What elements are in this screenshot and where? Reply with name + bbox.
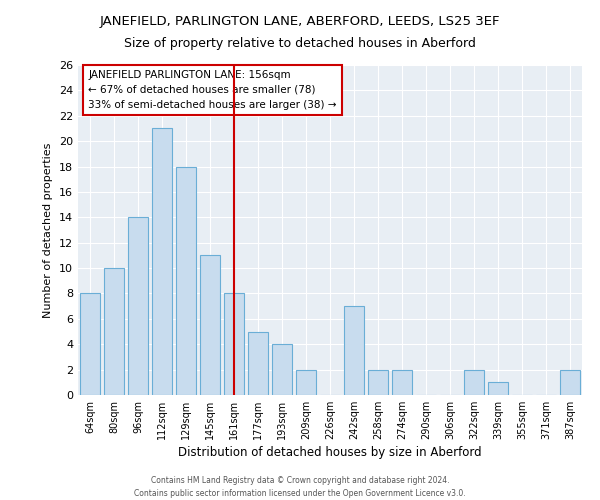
Bar: [464, 370, 484, 395]
Bar: [200, 256, 220, 395]
Bar: [176, 166, 196, 395]
Y-axis label: Number of detached properties: Number of detached properties: [43, 142, 53, 318]
Bar: [344, 306, 364, 395]
Bar: [368, 370, 388, 395]
Bar: [248, 332, 268, 395]
Text: Size of property relative to detached houses in Aberford: Size of property relative to detached ho…: [124, 38, 476, 51]
Bar: [488, 382, 508, 395]
Bar: [560, 370, 580, 395]
Bar: [296, 370, 316, 395]
Bar: [152, 128, 172, 395]
Bar: [272, 344, 292, 395]
Text: JANEFIELD PARLINGTON LANE: 156sqm
← 67% of detached houses are smaller (78)
33% : JANEFIELD PARLINGTON LANE: 156sqm ← 67% …: [88, 70, 337, 110]
Bar: [80, 294, 100, 395]
Bar: [392, 370, 412, 395]
Bar: [224, 294, 244, 395]
Text: JANEFIELD, PARLINGTON LANE, ABERFORD, LEEDS, LS25 3EF: JANEFIELD, PARLINGTON LANE, ABERFORD, LE…: [100, 15, 500, 28]
Bar: [128, 218, 148, 395]
Bar: [104, 268, 124, 395]
Text: Contains HM Land Registry data © Crown copyright and database right 2024.
Contai: Contains HM Land Registry data © Crown c…: [134, 476, 466, 498]
X-axis label: Distribution of detached houses by size in Aberford: Distribution of detached houses by size …: [178, 446, 482, 459]
